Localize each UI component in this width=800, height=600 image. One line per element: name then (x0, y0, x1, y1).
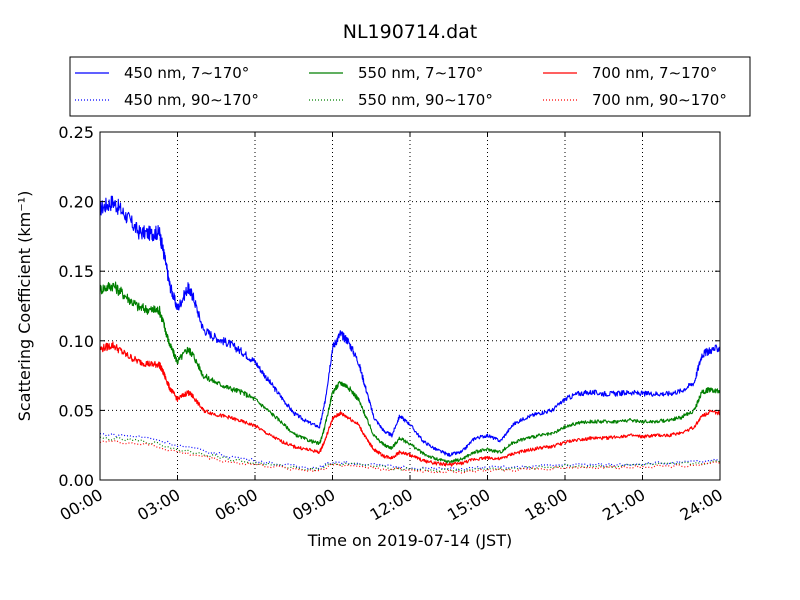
legend: 450 nm, 7∼170° 550 nm, 7∼170° 700 nm, 7∼17… (69, 56, 751, 117)
series-line (99, 281, 721, 464)
y-tick-label: 0.00 (58, 471, 94, 490)
x-tick-label: 06:00 (212, 485, 261, 525)
x-tick-label: 09:00 (289, 485, 338, 525)
y-tick-label: 0.25 (58, 123, 94, 142)
y-tick-label: 0.05 (58, 401, 94, 420)
x-tick-label: 12:00 (367, 485, 416, 525)
y-tick-label: 0.20 (58, 193, 94, 212)
legend-label: 450 nm, 7∼170° (124, 64, 249, 82)
legend-label: 700 nm, 7∼170° (592, 64, 717, 82)
legend-label: 450 nm, 90∼170° (124, 91, 259, 109)
series-line (99, 439, 721, 474)
legend-label: 700 nm, 90∼170° (592, 91, 727, 109)
x-axis-title: Time on 2019-07-14 (JST) (307, 531, 512, 550)
series-line (99, 436, 721, 473)
chart-title: NL190714.dat (343, 21, 478, 43)
x-tick-label: 00:00 (57, 485, 106, 525)
grid (100, 132, 720, 480)
series-line (99, 341, 721, 467)
axis-ticks: 00:00 03:00 06:00 09:00 12:00 15:00 18:00 21:00… (57, 123, 726, 525)
x-tick-label: 24:00 (677, 485, 726, 525)
x-tick-label: 15:00 (444, 485, 493, 525)
legend-label: 550 nm, 90∼170° (358, 91, 493, 109)
y-axis-title: Scattering Coefficient (km⁻¹) (15, 191, 34, 422)
x-tick-label: 18:00 (522, 485, 571, 525)
series-layer (99, 195, 721, 474)
legend-label: 550 nm, 7∼170° (358, 64, 483, 82)
y-tick-label: 0.15 (58, 262, 94, 281)
y-tick-label: 0.10 (58, 332, 94, 351)
series-line (99, 195, 721, 457)
x-tick-label: 21:00 (599, 485, 648, 525)
x-tick-label: 03:00 (134, 485, 183, 525)
legend-frame (69, 56, 751, 117)
